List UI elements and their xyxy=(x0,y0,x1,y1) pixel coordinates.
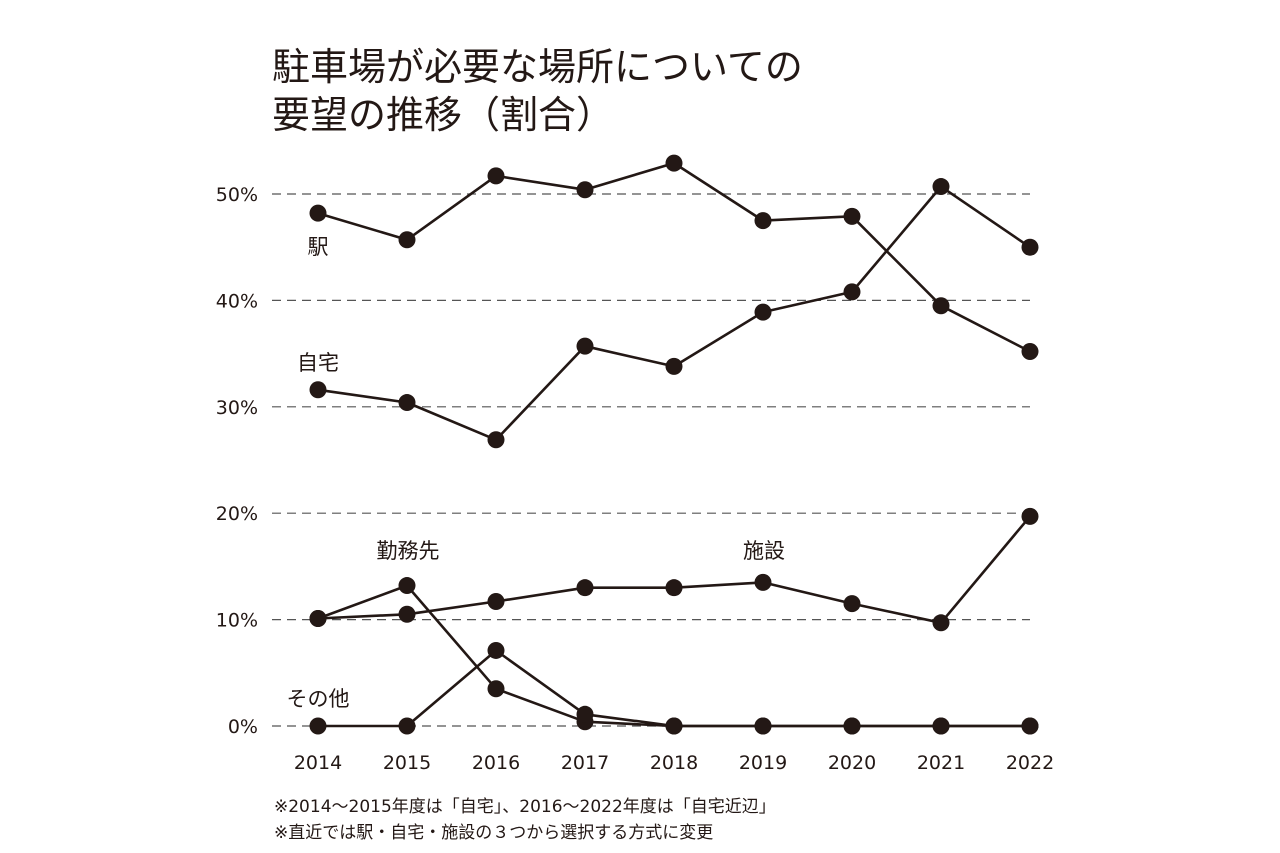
x-tick-label: 2019 xyxy=(739,752,787,774)
data-point xyxy=(754,212,772,230)
series-layer xyxy=(309,154,1039,735)
data-point xyxy=(487,431,505,449)
data-point xyxy=(754,303,772,321)
data-point xyxy=(754,573,772,591)
x-tick-label: 2021 xyxy=(917,752,965,774)
data-point xyxy=(1021,342,1039,360)
series-group-2 xyxy=(309,507,1039,632)
series-label-jitaku: 自宅 xyxy=(297,351,339,375)
data-point xyxy=(665,357,683,375)
chart-title-line-2: 要望の推移（割合） xyxy=(272,93,614,137)
data-point xyxy=(576,579,594,597)
chart-title-line-1: 駐車場が必要な場所についての xyxy=(272,45,803,89)
series-labels: 駅 自宅 施設 勤務先 その他 xyxy=(287,235,786,711)
y-tick-label: 10% xyxy=(216,610,258,632)
data-point xyxy=(932,717,950,735)
y-tick-label: 20% xyxy=(216,503,258,525)
y-axis-ticks: 0% 10% 20% 30% 40% 50% xyxy=(216,184,258,738)
series-group-3 xyxy=(309,577,1039,735)
gridlines xyxy=(272,193,1030,727)
x-tick-label: 2014 xyxy=(294,752,342,774)
data-point xyxy=(487,641,505,659)
data-point xyxy=(309,204,327,222)
data-point xyxy=(398,231,416,249)
data-point xyxy=(398,577,416,595)
x-tick-label: 2015 xyxy=(383,752,431,774)
data-point xyxy=(1021,238,1039,256)
x-tick-label: 2018 xyxy=(650,752,698,774)
data-point xyxy=(665,154,683,172)
footnote-2: ※直近では駅・自宅・施設の３つから選択する方式に変更 xyxy=(274,823,713,843)
data-point xyxy=(398,394,416,412)
data-point xyxy=(309,381,327,399)
data-point xyxy=(576,337,594,355)
data-point xyxy=(1021,717,1039,735)
data-point xyxy=(398,717,416,735)
data-point xyxy=(398,605,416,623)
data-point xyxy=(843,283,861,301)
x-tick-label: 2016 xyxy=(472,752,520,774)
series-line-1 xyxy=(317,185,1031,442)
data-point xyxy=(487,167,505,185)
y-tick-label: 50% xyxy=(216,184,258,206)
series-label-shisetsu: 施設 xyxy=(743,539,785,563)
y-tick-label: 30% xyxy=(216,397,258,419)
footnote-1: ※2014～2015年度は「自宅」、2016～2022年度は「自宅近辺」 xyxy=(274,797,776,817)
series-group-4 xyxy=(309,641,1039,735)
data-point xyxy=(843,717,861,735)
data-point xyxy=(1021,507,1039,525)
data-point xyxy=(754,717,772,735)
data-point xyxy=(576,181,594,199)
data-point xyxy=(487,593,505,611)
series-label-eki: 駅 xyxy=(308,235,329,259)
series-label-kinmusaki: 勤務先 xyxy=(377,539,440,563)
data-point xyxy=(665,717,683,735)
data-point xyxy=(487,680,505,698)
data-point xyxy=(843,595,861,613)
series-label-sonota: その他 xyxy=(287,687,350,711)
y-tick-label: 40% xyxy=(216,290,258,312)
data-point xyxy=(932,614,950,632)
x-tick-label: 2020 xyxy=(828,752,876,774)
data-point xyxy=(932,297,950,315)
data-point xyxy=(665,579,683,597)
series-line-4 xyxy=(318,649,1030,728)
y-tick-label: 0% xyxy=(228,716,258,738)
series-line-3 xyxy=(317,584,1030,728)
data-point xyxy=(843,207,861,225)
x-tick-label: 2022 xyxy=(1006,752,1054,774)
data-point xyxy=(309,717,327,735)
data-point xyxy=(932,178,950,196)
series-line-0 xyxy=(317,161,1031,353)
data-point xyxy=(309,610,327,628)
series-group-0 xyxy=(309,154,1039,360)
x-axis-ticks: 2014 2015 2016 2017 2018 2019 2020 2021 2022 xyxy=(294,752,1054,774)
series-group-1 xyxy=(309,178,1039,449)
x-tick-label: 2017 xyxy=(561,752,609,774)
data-point xyxy=(576,705,594,723)
